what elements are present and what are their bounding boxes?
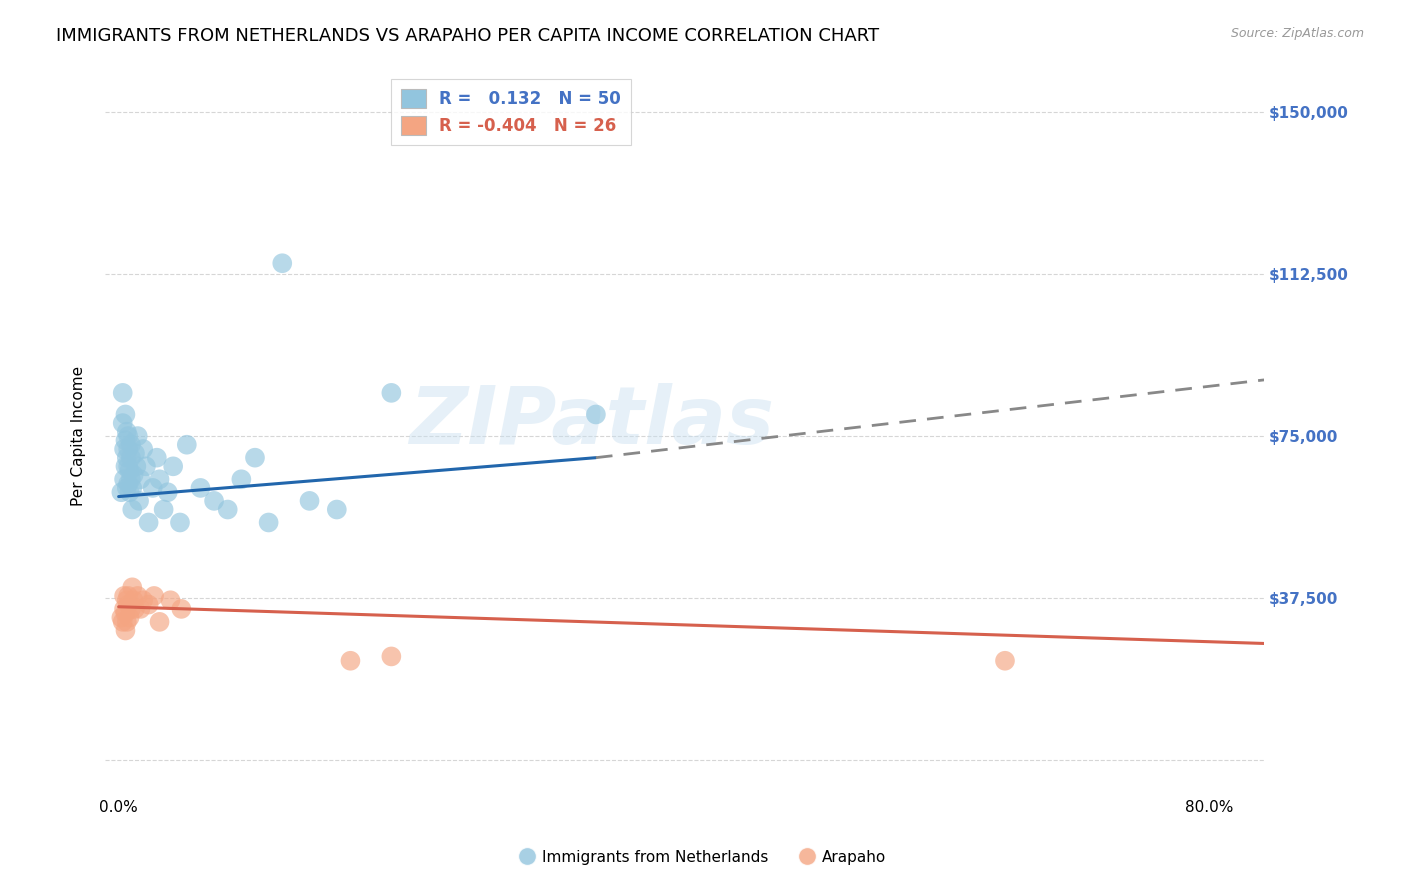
Point: [132, 442, 155, 456]
Point: [380, 385, 402, 400]
Legend: Immigrants from Netherlands, Arapaho: Immigrants from Netherlands, Arapaho: [513, 844, 893, 871]
Point: [176, 438, 198, 452]
Point: [114, 624, 136, 638]
Point: [115, 450, 138, 465]
Point: [129, 602, 152, 616]
Point: [135, 459, 157, 474]
Point: [117, 589, 139, 603]
Point: [112, 442, 135, 456]
Point: [111, 615, 134, 629]
Point: [585, 408, 607, 422]
Point: [138, 516, 160, 530]
Point: [217, 502, 239, 516]
Point: [128, 494, 150, 508]
Point: [112, 589, 135, 603]
Point: [132, 593, 155, 607]
Point: [115, 615, 138, 629]
Point: [231, 472, 253, 486]
Point: [994, 654, 1017, 668]
Point: [120, 602, 142, 616]
Point: [271, 256, 294, 270]
Point: [124, 602, 146, 616]
Point: [162, 459, 184, 474]
Point: [148, 472, 170, 486]
Point: [117, 459, 139, 474]
Point: [111, 385, 134, 400]
Point: [190, 481, 212, 495]
Point: [118, 610, 141, 624]
Point: [110, 610, 132, 624]
Point: [169, 516, 191, 530]
Point: [114, 434, 136, 448]
Point: [122, 467, 145, 482]
Point: [124, 446, 146, 460]
Point: [120, 438, 142, 452]
Point: [170, 602, 193, 616]
Point: [117, 442, 139, 456]
Point: [339, 654, 361, 668]
Point: [146, 450, 169, 465]
Point: [115, 593, 138, 607]
Legend: R =   0.132   N = 50, R = -0.404   N = 26: R = 0.132 N = 50, R = -0.404 N = 26: [391, 78, 631, 145]
Point: [156, 485, 179, 500]
Point: [114, 606, 136, 620]
Point: [125, 459, 148, 474]
Point: [112, 602, 135, 616]
Point: [159, 593, 181, 607]
Point: [127, 429, 149, 443]
Point: [129, 472, 152, 486]
Point: [148, 615, 170, 629]
Point: [114, 408, 136, 422]
Point: [127, 589, 149, 603]
Y-axis label: Per Capita Income: Per Capita Income: [72, 366, 86, 506]
Point: [120, 472, 142, 486]
Point: [380, 649, 402, 664]
Point: [111, 416, 134, 430]
Point: [117, 598, 139, 612]
Point: [117, 476, 139, 491]
Point: [298, 494, 321, 508]
Point: [257, 516, 280, 530]
Text: Source: ZipAtlas.com: Source: ZipAtlas.com: [1230, 27, 1364, 40]
Point: [121, 580, 143, 594]
Point: [121, 502, 143, 516]
Text: IMMIGRANTS FROM NETHERLANDS VS ARAPAHO PER CAPITA INCOME CORRELATION CHART: IMMIGRANTS FROM NETHERLANDS VS ARAPAHO P…: [56, 27, 879, 45]
Point: [143, 589, 166, 603]
Point: [243, 450, 266, 465]
Point: [142, 481, 165, 495]
Point: [115, 425, 138, 439]
Point: [120, 450, 142, 465]
Point: [122, 593, 145, 607]
Point: [117, 429, 139, 443]
Point: [112, 472, 135, 486]
Point: [110, 485, 132, 500]
Point: [202, 494, 225, 508]
Point: [152, 502, 174, 516]
Point: [115, 481, 138, 495]
Point: [114, 459, 136, 474]
Point: [138, 598, 160, 612]
Point: [118, 464, 141, 478]
Point: [326, 502, 349, 516]
Point: [121, 481, 143, 495]
Point: [118, 485, 141, 500]
Text: ZIPatlas: ZIPatlas: [409, 383, 775, 461]
